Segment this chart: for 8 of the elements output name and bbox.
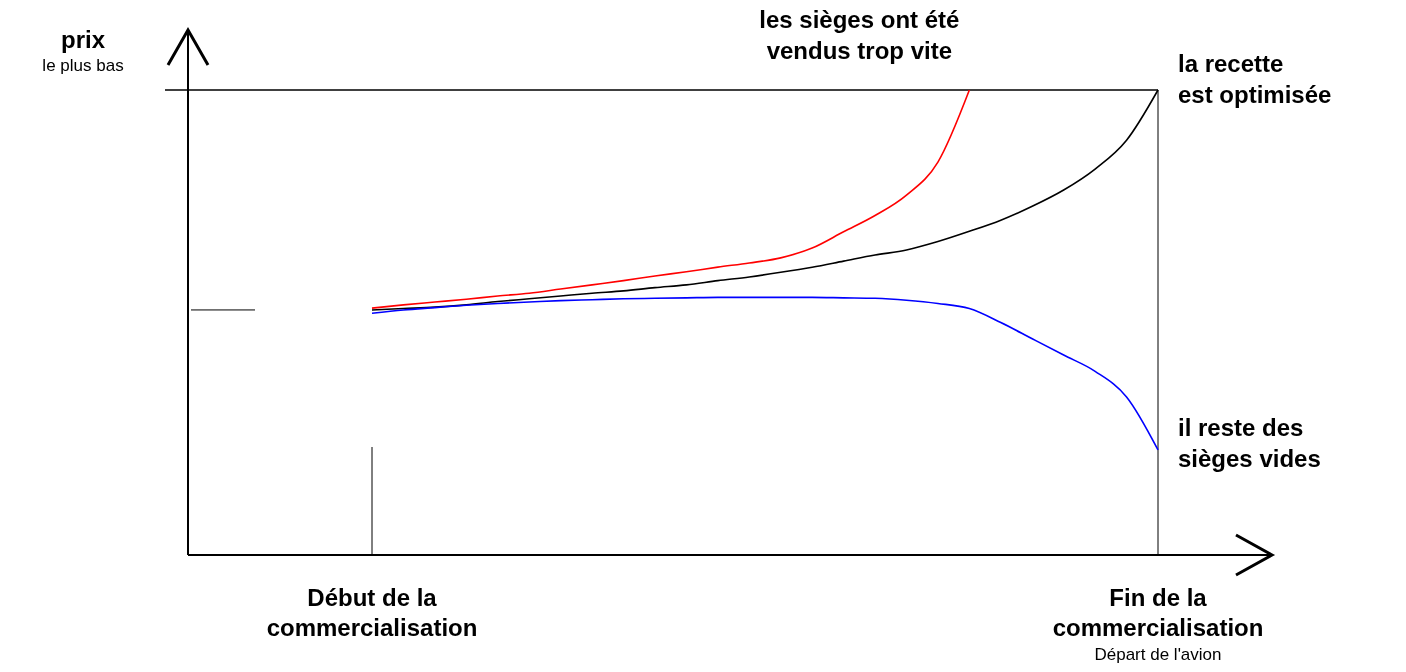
x-tick-label: Début de la commercialisation <box>266 584 478 641</box>
x-tick-label: Fin de la commercialisation <box>1052 584 1264 641</box>
text: les sièges ont été vendus trop vite <box>759 6 960 64</box>
text: prix <box>60 26 106 53</box>
text: la recette est optimisée <box>1178 50 1332 108</box>
text: le plus bas <box>42 56 124 75</box>
text: Départ de l'avion <box>1094 645 1222 664</box>
text: il reste des sièges vides <box>1178 413 1321 472</box>
